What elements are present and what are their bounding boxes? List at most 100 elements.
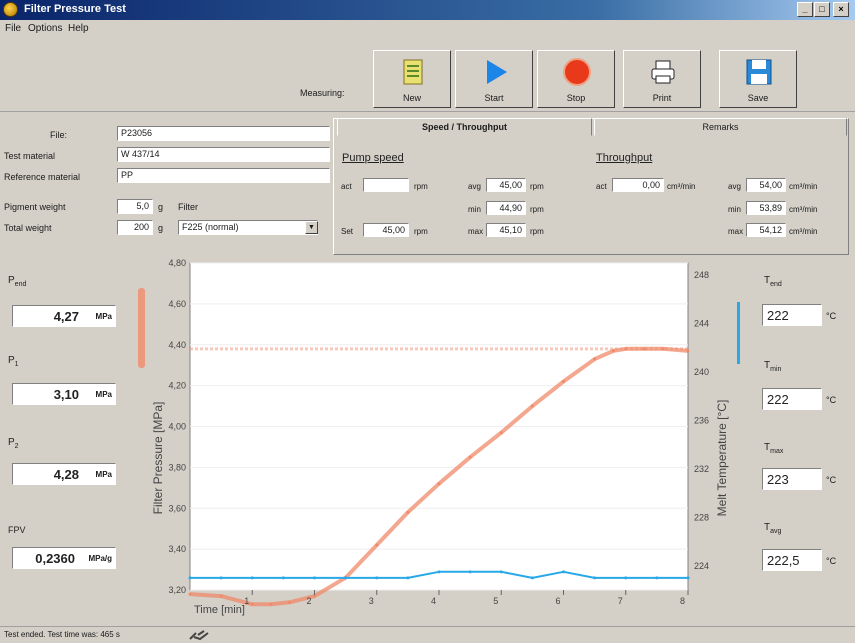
filter-label: Filter — [178, 202, 198, 212]
throughput-title: Throughput — [596, 152, 653, 164]
temperature-point-12 — [562, 570, 565, 574]
pigment-weight-field[interactable]: 5,0 — [117, 199, 153, 214]
menu-file[interactable]: File — [5, 23, 22, 34]
total-weight-field[interactable]: 200 — [117, 220, 153, 235]
p1-value: 3,10 — [53, 387, 79, 402]
x-tick-label-1: 2 — [306, 596, 311, 606]
test-material-field[interactable]: W 437/14 — [117, 147, 330, 162]
throughput-min-field: 53,89 — [746, 201, 786, 215]
pressure-point-5 — [313, 594, 316, 598]
p1-unit: MPa — [95, 390, 112, 399]
y-axis-label: Filter Pressure [MPa] — [151, 402, 165, 515]
x-tick-label-3: 4 — [431, 596, 436, 606]
tab-speed-throughput[interactable]: Speed / Throughput — [337, 118, 592, 136]
pressure-series-line — [189, 346, 689, 607]
pigment-weight-label: Pigment weight — [4, 202, 66, 212]
speed-act-field — [363, 178, 409, 192]
status-text: Test ended. Test time was: 465 s — [4, 630, 120, 639]
pend-value: 4,27 — [53, 309, 79, 324]
tavg-label: Tavg — [764, 522, 782, 535]
pressure-readouts: Pend 4,27 MPa P1 3,10 MPa P2 4,28 MPa FP… — [4, 263, 128, 593]
tend-unit: °C — [826, 311, 837, 321]
temperature-legend-bar — [737, 302, 740, 364]
fpv-value: 0,2360 — [35, 551, 75, 566]
save-button[interactable]: Save — [719, 50, 797, 108]
temperature-point-6 — [375, 576, 379, 580]
pressure-point-3 — [269, 602, 273, 606]
x-tick-label-7: 8 — [680, 596, 685, 606]
filter-select[interactable]: F225 (normal) — [178, 220, 318, 235]
pend-readout: 4,27 MPa — [12, 305, 116, 327]
chevron-down-icon[interactable]: ▼ — [305, 221, 318, 234]
stop-button[interactable]: Stop — [537, 50, 615, 108]
x-tick-label-5: 6 — [555, 596, 560, 606]
x-axis-label: Time [min] — [194, 604, 245, 616]
y2-tick-label-0: 224 — [694, 561, 709, 571]
fpv-label: FPV — [8, 525, 26, 535]
new-document-icon — [403, 59, 423, 85]
printer-icon — [651, 60, 675, 84]
pump-speed-title: Pump speed — [342, 152, 404, 164]
test-material-label: Test material — [4, 151, 56, 161]
y-tick-label-5: 4,20 — [168, 381, 186, 391]
pressure-point-8 — [406, 510, 410, 514]
window-title: Filter Pressure Test — [24, 3, 126, 15]
pressure-temperature-chart: 3,203,403,603,804,004,204,404,604,80 224… — [128, 258, 750, 616]
y2-tick-label-5: 244 — [694, 319, 709, 329]
minimize-button[interactable]: _ — [797, 2, 813, 17]
pressure-point-7 — [375, 543, 379, 547]
reference-material-label: Reference material — [4, 172, 81, 182]
new-button[interactable]: New — [373, 50, 451, 108]
y-tick-label-1: 3,40 — [168, 544, 186, 554]
reference-material-field[interactable]: PP — [117, 168, 330, 183]
temperature-point-5 — [344, 576, 348, 580]
throughput-max-label: max — [728, 227, 744, 236]
throughput-avg-unit: cm³/min — [789, 182, 818, 191]
pressure-point-1 — [219, 594, 223, 598]
print-button-label: Print — [652, 93, 672, 103]
menu-options[interactable]: Options — [28, 23, 63, 34]
x-tick-label-6: 7 — [618, 596, 623, 606]
p1-readout: 3,10 MPa — [12, 383, 116, 405]
close-button[interactable]: × — [833, 2, 849, 17]
pigment-weight-unit: g — [158, 202, 164, 212]
y2-tick-label-3: 236 — [694, 415, 709, 425]
throughput-max-unit: cm³/min — [789, 227, 818, 236]
pressure-point-9 — [437, 482, 441, 486]
temperature-point-7 — [406, 576, 410, 580]
y-tick-label-0: 3,20 — [168, 585, 186, 595]
play-icon — [487, 60, 507, 84]
connection-icon — [189, 630, 209, 641]
speed-set-label: Set — [341, 227, 354, 236]
y-tick-label-4: 4,00 — [168, 422, 186, 432]
tmin-value: 222 — [762, 388, 822, 410]
p2-readout: 4,28 MPa — [12, 463, 116, 485]
menu-help[interactable]: Help — [68, 23, 89, 34]
start-button[interactable]: Start — [455, 50, 533, 108]
pressure-point-15 — [611, 349, 615, 353]
tmin-unit: °C — [826, 395, 837, 405]
p2-label: P2 — [8, 437, 19, 450]
fpv-readout: 0,2360 MPa/g — [12, 547, 116, 569]
temperature-point-15 — [655, 576, 659, 580]
tab-remarks[interactable]: Remarks — [594, 118, 847, 136]
temperature-point-2 — [250, 576, 254, 580]
fpv-unit: MPa/g — [88, 554, 112, 563]
p2-unit: MPa — [95, 470, 112, 479]
chart-area: 3,20 3,40 3,60 3,80 4,00 4,20 4,40 4,60 4,80 224… — [128, 258, 750, 616]
y2-tick-label-4: 240 — [694, 367, 709, 377]
print-button[interactable]: Print — [623, 50, 701, 108]
file-field[interactable]: P23056 — [117, 126, 330, 141]
speed-set-field[interactable]: 45,00 — [363, 223, 409, 237]
tavg-value: 222,5 — [762, 549, 822, 571]
speed-max-label: max — [468, 227, 484, 236]
pressure-point-17 — [642, 347, 646, 351]
speed-max-unit: rpm — [530, 227, 544, 236]
maximize-button[interactable]: □ — [814, 2, 830, 17]
throughput-act-unit: cm³/min — [667, 182, 696, 191]
pend-unit: MPa — [95, 312, 112, 321]
tavg-unit: °C — [826, 556, 837, 566]
y-tick-label-8: 4,80 — [168, 258, 186, 268]
start-button-label: Start — [484, 93, 504, 103]
speed-min-field: 44,90 — [486, 201, 526, 215]
